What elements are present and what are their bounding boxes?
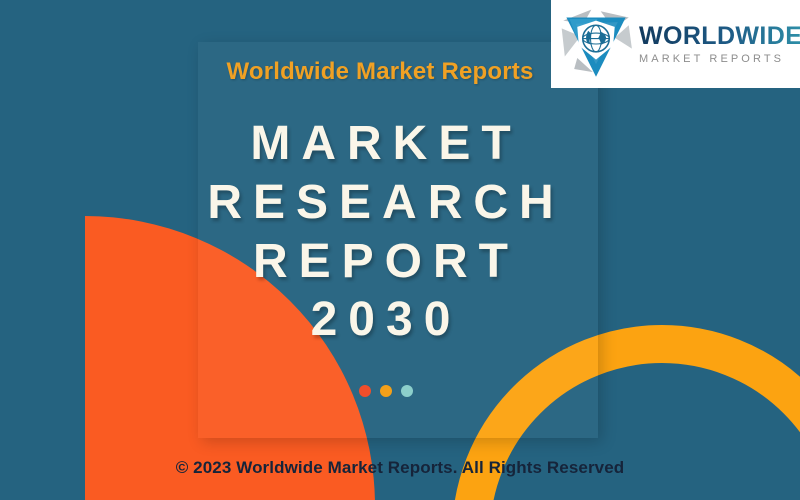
dot-red-icon — [359, 385, 371, 397]
dot-amber-icon — [380, 385, 392, 397]
logo-wordmark: WORLDWIDE — [639, 23, 800, 49]
headline-line-4: 2030 — [310, 293, 462, 347]
headline-line-1: MARKET — [250, 117, 522, 170]
globe-triangle-logo-icon — [557, 4, 635, 84]
brand-line: Worldwide Market Reports — [226, 58, 534, 85]
headline-line-2: RESEARCH — [207, 175, 565, 229]
copyright-footer: © 2023 Worldwide Market Reports. All Rig… — [175, 458, 625, 477]
logo-subtitle: MARKET REPORTS — [639, 52, 785, 65]
logo-text: WORLDWIDE MARKET REPORTS — [639, 23, 800, 65]
decorative-dots — [0, 385, 800, 397]
logo-card: WORLDWIDE MARKET REPORTS — [551, 0, 800, 88]
headline-line-3: REPORT — [252, 234, 519, 288]
dot-teal-icon — [401, 385, 413, 397]
page-title: MARKET RESEARCH REPORT 2030 — [0, 117, 800, 347]
